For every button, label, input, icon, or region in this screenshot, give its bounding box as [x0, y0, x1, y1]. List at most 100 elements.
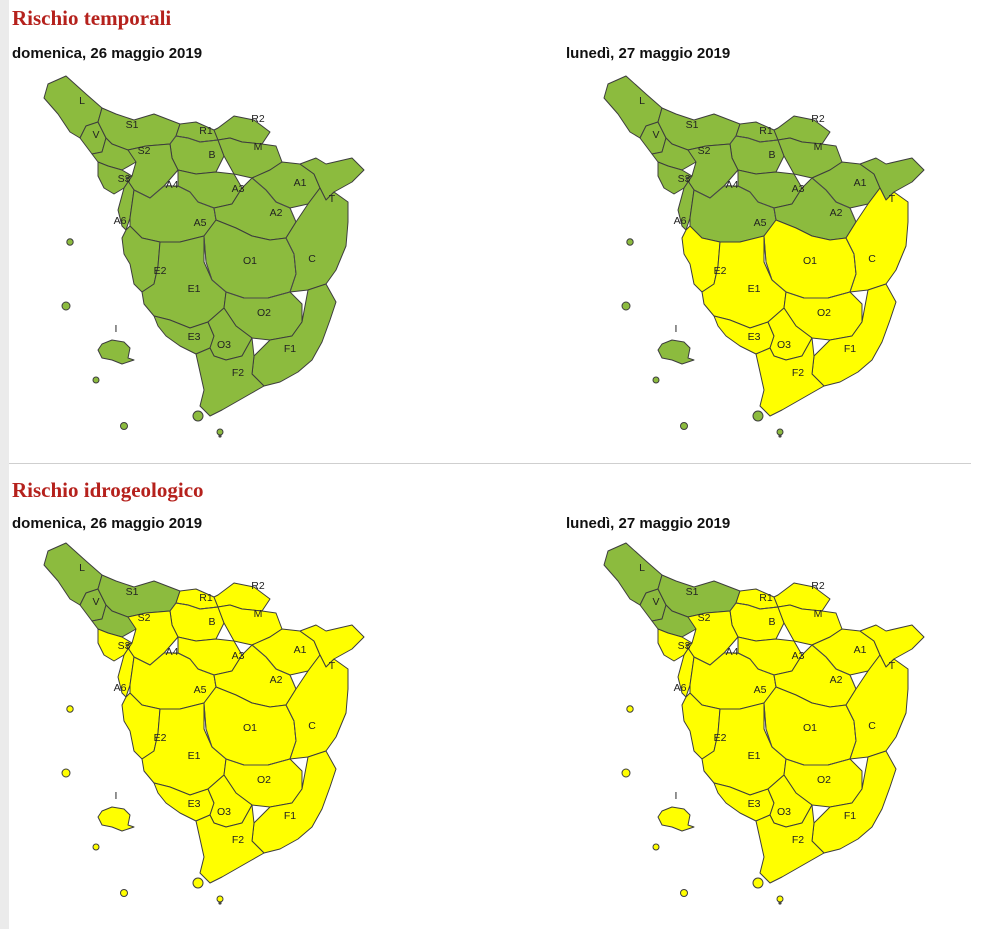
zone-label-o1: O1	[243, 722, 257, 734]
zone-label-a2: A2	[270, 674, 283, 686]
zone-label-f2: F2	[792, 367, 804, 379]
zone-label-a1: A1	[294, 177, 307, 189]
zone-label-f2: F2	[792, 834, 804, 846]
zone-label-a1: A1	[854, 177, 867, 189]
zone-label-e1: E1	[748, 283, 761, 295]
zone-label-a5: A5	[754, 684, 767, 696]
zone-label-f1: F1	[284, 343, 296, 355]
islet-dot	[778, 434, 782, 438]
zone-label-s1: S1	[686, 119, 699, 131]
island-marker	[92, 843, 100, 851]
islet-dot	[218, 901, 222, 905]
island-marker	[66, 238, 74, 246]
island-marker	[92, 376, 100, 384]
zone-label-o3: O3	[777, 806, 791, 818]
zone-b[interactable]	[729, 135, 785, 175]
zone-b[interactable]	[729, 602, 785, 642]
island-marker	[626, 238, 634, 246]
zone-i[interactable]	[97, 806, 135, 832]
zone-label-a6: A6	[114, 215, 127, 227]
zone-border-line	[845, 237, 857, 293]
zone-label-o2: O2	[257, 307, 271, 319]
island-marker	[192, 877, 204, 889]
zone-border-line	[169, 602, 219, 612]
zone-label-e1: E1	[188, 283, 201, 295]
zone-label-v: V	[92, 129, 99, 141]
zone-label-c: C	[868, 253, 876, 265]
zone-label-e3: E3	[188, 331, 201, 343]
zone-label-e1: E1	[188, 750, 201, 762]
zone-label-e2: E2	[154, 265, 167, 277]
zone-f2[interactable]	[195, 337, 265, 417]
zone-border-line	[203, 702, 291, 766]
zone-border-line	[133, 185, 217, 221]
zone-label-r2: R2	[811, 580, 825, 592]
zone-label-v: V	[652, 596, 659, 608]
map-idrogeologico-day2[interactable]: L V S1 S2 S3 R1 R2 B M A4 A3 A1 T A6 A5 A2 E2 O1 C E1 I O2 E3 O…	[590, 537, 930, 907]
zone-i[interactable]	[657, 806, 695, 832]
zone-label-r2: R2	[811, 113, 825, 125]
zone-t[interactable]	[859, 624, 925, 668]
zone-label-r2: R2	[251, 580, 265, 592]
zone-i[interactable]	[657, 339, 695, 365]
zone-label-o2: O2	[257, 774, 271, 786]
zone-label-s2: S2	[698, 145, 711, 157]
zone-t[interactable]	[299, 624, 365, 668]
zone-label-a3: A3	[232, 183, 245, 195]
zone-label-s2: S2	[138, 612, 151, 624]
zone-label-t: T	[889, 660, 896, 672]
zone-label-e3: E3	[748, 331, 761, 343]
map-temporali-day1[interactable]: L V S1 S2 S3 R1 R2 B M A4 A3 A1 T A6 A5 A2 E2 O1 C E1 I O2 E3 O…	[30, 70, 370, 440]
date-label-idrogeologico-day2: lunedì, 27 maggio 2019	[566, 515, 731, 532]
zone-border-line	[251, 177, 297, 223]
island-marker	[120, 422, 128, 430]
section-title-idrogeologico: Rischio idrogeologico	[12, 478, 204, 502]
zone-label-l: L	[639, 95, 645, 107]
zone-f2[interactable]	[755, 337, 825, 417]
zone-label-a4: A4	[166, 646, 179, 658]
section-divider	[9, 463, 971, 464]
island-marker	[216, 428, 224, 436]
zone-label-a6: A6	[674, 682, 687, 694]
zone-border-line	[763, 702, 851, 766]
zone-label-e3: E3	[188, 798, 201, 810]
zone-border-line	[693, 652, 777, 688]
map-idrogeologico-day1[interactable]: L V S1 S2 S3 R1 R2 B M A4 A3 A1 T A6 A5 A2 E2 O1 C E1 I O2 E3 O…	[30, 537, 370, 907]
island-marker	[652, 843, 660, 851]
zone-border-line	[133, 652, 217, 688]
island-marker	[216, 895, 224, 903]
zone-label-r1: R1	[199, 125, 213, 137]
zone-label-a1: A1	[294, 644, 307, 656]
zone-border-line	[693, 185, 777, 221]
island-marker	[192, 410, 204, 422]
zone-i[interactable]	[97, 339, 135, 365]
zone-b[interactable]	[169, 135, 225, 175]
zone-label-a3: A3	[792, 183, 805, 195]
zone-f2[interactable]	[755, 804, 825, 884]
zone-t[interactable]	[859, 157, 925, 201]
zone-border-line	[203, 235, 291, 299]
zone-b[interactable]	[169, 602, 225, 642]
zone-label-o2: O2	[817, 774, 831, 786]
island-marker	[120, 889, 128, 897]
zone-label-o3: O3	[777, 339, 791, 351]
zone-label-b: B	[208, 616, 215, 628]
left-margin-rule	[0, 0, 9, 929]
zone-label-a6: A6	[674, 215, 687, 227]
zone-label-m: M	[254, 141, 263, 153]
zone-label-s3: S3	[118, 173, 131, 185]
zone-border-line	[763, 235, 851, 299]
zone-label-l: L	[79, 95, 85, 107]
zone-label-o1: O1	[243, 255, 257, 267]
zone-f2[interactable]	[195, 804, 265, 884]
zone-label-v: V	[652, 129, 659, 141]
zone-label-a2: A2	[830, 207, 843, 219]
zone-label-a2: A2	[270, 207, 283, 219]
zone-label-r1: R1	[759, 125, 773, 137]
zone-label-c: C	[308, 253, 316, 265]
zone-label-a5: A5	[194, 684, 207, 696]
zone-label-r2: R2	[251, 113, 265, 125]
zone-label-o2: O2	[817, 307, 831, 319]
zone-t[interactable]	[299, 157, 365, 201]
map-temporali-day2[interactable]: L V S1 S2 S3 R1 R2 B M A4 A3 A1 T A6 A5 A2 E2 O1 C E1 I O2 E3 O…	[590, 70, 930, 440]
